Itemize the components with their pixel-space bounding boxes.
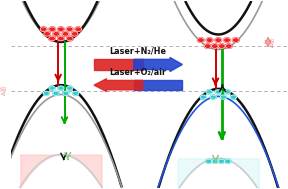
Circle shape [211,44,218,48]
Circle shape [215,90,221,94]
Circle shape [215,38,221,42]
Circle shape [206,90,212,94]
Circle shape [212,159,218,163]
Circle shape [200,95,206,99]
Circle shape [44,32,50,36]
Circle shape [218,159,224,163]
Circle shape [204,44,211,48]
Circle shape [49,36,55,41]
Circle shape [63,91,69,95]
Text: Laser+N₂/He: Laser+N₂/He [110,46,167,55]
Circle shape [224,38,230,42]
Circle shape [219,44,225,48]
Circle shape [58,27,64,31]
Circle shape [71,32,78,36]
Circle shape [206,38,213,42]
FancyArrow shape [94,79,143,91]
Circle shape [49,86,55,90]
Circle shape [220,95,226,99]
Circle shape [224,90,230,94]
Circle shape [75,27,82,31]
Circle shape [43,91,49,95]
Text: Δ$_{\rm SO}^{\rm CB}$: Δ$_{\rm SO}^{\rm CB}$ [268,36,278,48]
Circle shape [210,95,216,99]
Circle shape [40,27,47,31]
Circle shape [53,91,59,95]
Circle shape [73,91,79,95]
Text: Δ$_{\rm SO}^{\rm VB}$: Δ$_{\rm SO}^{\rm VB}$ [0,84,10,96]
Circle shape [226,44,232,48]
Circle shape [232,38,239,42]
FancyArrow shape [94,59,143,70]
Circle shape [206,159,212,163]
Circle shape [198,38,204,42]
Circle shape [225,159,231,163]
Circle shape [67,86,73,90]
Circle shape [58,86,64,90]
Text: Laser+O₂/air: Laser+O₂/air [110,68,167,77]
Circle shape [230,95,236,99]
Circle shape [62,32,69,36]
FancyArrow shape [134,81,182,90]
Circle shape [66,27,73,31]
Circle shape [49,27,56,31]
Circle shape [53,32,60,36]
Circle shape [67,36,73,41]
Circle shape [58,36,64,41]
FancyArrow shape [134,57,182,71]
